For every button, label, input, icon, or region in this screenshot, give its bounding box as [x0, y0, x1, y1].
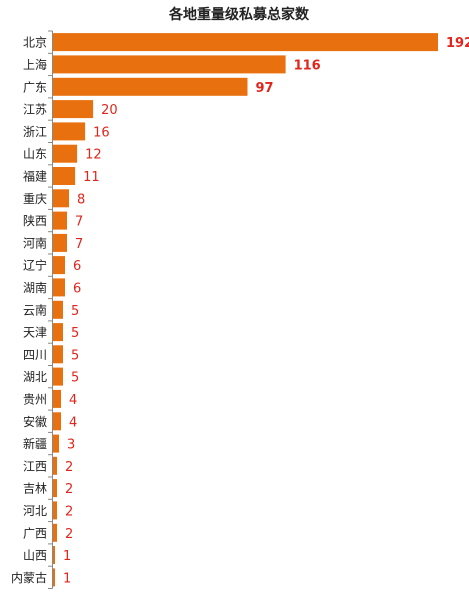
chart-title: 各地重量级私募总家数 — [168, 6, 310, 23]
bar-安徽 — [53, 412, 61, 431]
category-label: 吉林 — [23, 482, 47, 496]
category-label: 广西 — [23, 526, 47, 540]
value-label: 97 — [256, 81, 274, 96]
value-label: 116 — [294, 59, 321, 74]
category-label: 湖北 — [23, 369, 47, 384]
bar-浙江 — [53, 122, 86, 141]
value-label: 20 — [101, 103, 118, 118]
category-label: 贵州 — [23, 392, 47, 406]
value-label: 5 — [71, 371, 79, 386]
bar-广东 — [53, 77, 248, 96]
category-label: 北京 — [23, 36, 47, 50]
category-label: 上海 — [23, 57, 47, 72]
bar-云南 — [53, 300, 63, 319]
category-label: 山西 — [23, 549, 47, 563]
bar-新疆 — [53, 434, 59, 453]
category-label: 河南 — [23, 235, 47, 250]
category-label: 天津 — [23, 326, 47, 340]
category-axis — [48, 30, 53, 589]
category-label: 江西 — [23, 459, 47, 473]
bar-江苏 — [53, 100, 94, 119]
value-label: 6 — [73, 259, 81, 274]
value-label: 3 — [67, 438, 75, 453]
category-label: 安徽 — [23, 414, 47, 429]
category-label: 湖南 — [23, 280, 47, 295]
category-label: 内蒙古 — [11, 570, 47, 585]
bar-吉林 — [53, 479, 57, 498]
value-label: 16 — [93, 125, 110, 140]
category-label: 四川 — [23, 348, 47, 362]
bar-北京 — [53, 33, 438, 52]
category-label: 云南 — [23, 302, 47, 317]
value-label: 5 — [71, 326, 79, 341]
bar-内蒙古 — [53, 568, 55, 587]
value-label: 2 — [65, 505, 73, 520]
value-label: 11 — [83, 170, 100, 185]
value-label: 1 — [63, 549, 71, 564]
bar-湖南 — [53, 278, 65, 297]
bar-辽宁 — [53, 256, 65, 275]
category-label: 山东 — [23, 147, 47, 161]
category-label: 重庆 — [23, 192, 47, 206]
value-label: 4 — [69, 415, 77, 430]
category-label: 浙江 — [23, 125, 47, 139]
bar-山东 — [53, 144, 78, 163]
bars-group — [53, 33, 438, 587]
value-label: 7 — [75, 215, 83, 230]
value-label: 6 — [73, 281, 81, 296]
value-label: 7 — [75, 237, 83, 252]
bar-山西 — [53, 546, 55, 564]
value-label: 5 — [71, 304, 79, 319]
category-labels: 北京上海广东江苏浙江山东福建重庆陕西河南辽宁湖南云南天津四川湖北贵州安徽新疆江西… — [11, 36, 47, 585]
bar-陕西 — [53, 211, 67, 230]
value-label: 8 — [77, 192, 85, 207]
value-label: 4 — [69, 393, 77, 408]
bar-河北 — [53, 501, 57, 520]
bar-上海 — [53, 55, 286, 74]
bar-广西 — [53, 523, 57, 542]
bar-河南 — [53, 233, 67, 252]
value-label: 2 — [65, 460, 73, 475]
category-label: 江苏 — [23, 103, 47, 117]
bar-四川 — [53, 345, 63, 364]
category-label: 陕西 — [23, 213, 47, 228]
value-label: 12 — [85, 148, 102, 163]
bar-福建 — [53, 167, 76, 185]
category-label: 广东 — [23, 80, 47, 94]
category-label: 辽宁 — [23, 258, 47, 273]
value-label: 192 — [446, 36, 469, 51]
value-label: 5 — [71, 348, 79, 363]
bar-湖北 — [53, 367, 63, 386]
category-label: 新疆 — [23, 436, 47, 451]
value-label: 2 — [65, 527, 73, 542]
category-label: 河北 — [23, 504, 47, 518]
value-label: 1 — [63, 571, 71, 586]
bar-重庆 — [53, 189, 69, 208]
bar-贵州 — [53, 389, 61, 408]
bar-江西 — [53, 456, 57, 475]
bar-天津 — [53, 323, 63, 342]
value-label: 2 — [65, 482, 73, 497]
category-label: 福建 — [23, 169, 47, 184]
